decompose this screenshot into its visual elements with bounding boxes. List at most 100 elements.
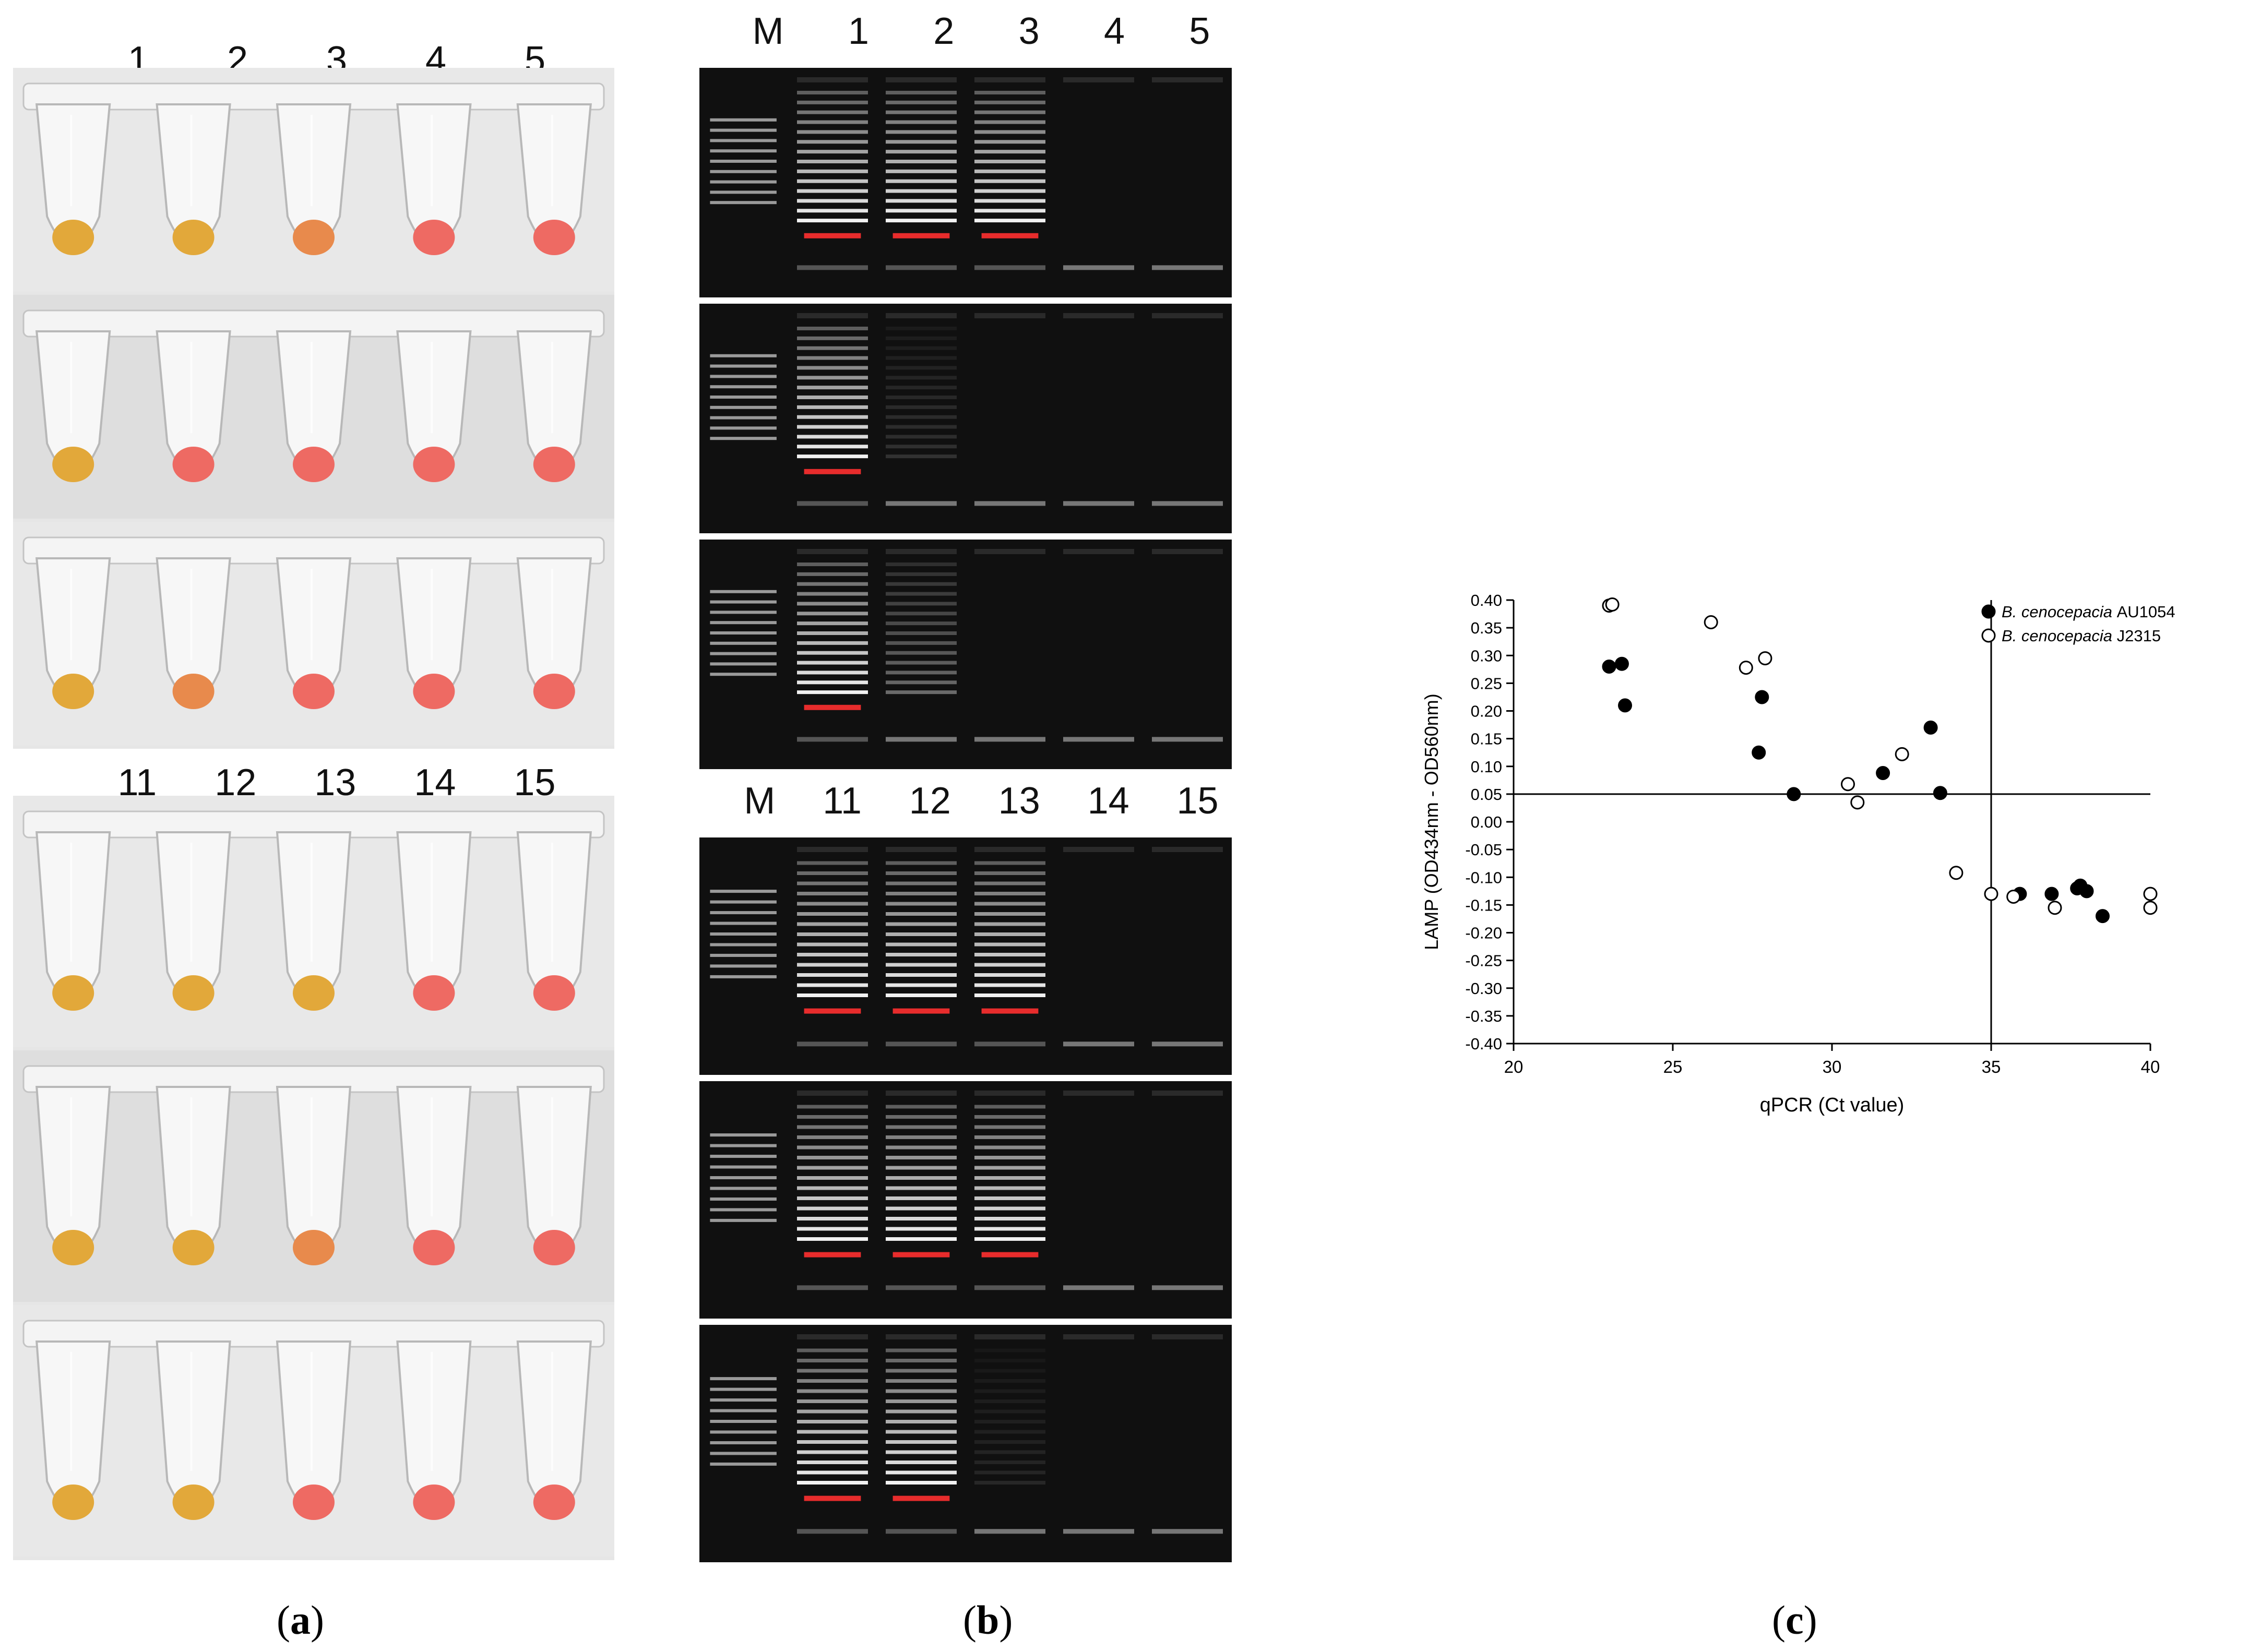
primer-dimer-band [886,265,957,270]
pcr-tube [156,557,231,709]
amplicon-band [797,1369,868,1373]
amplicon-band [797,1135,868,1139]
amplicon-band [797,1430,868,1434]
amplicon-band [886,861,957,865]
primer-dimer-band [797,265,868,270]
amplicon-band [797,356,868,360]
y-tick-label: 0.00 [1471,813,1502,831]
amplicon-band [974,160,1045,163]
amplicon-band [886,641,957,645]
data-point-au1054 [1755,690,1769,704]
amplicon-band [886,169,957,173]
amplicon-band [797,641,868,645]
panel-b-gels-top [699,68,1232,769]
amplicon-band [886,1481,957,1485]
amplicon-band [974,1196,1045,1200]
amplicon-band [886,1420,957,1423]
gel-well [974,1091,1045,1096]
amplicon-band [797,1176,868,1180]
amplicon-band [886,425,957,429]
primer-dimer-band [974,1529,1045,1534]
amplicon-band [797,661,868,665]
amplicon-band [886,1217,957,1220]
data-point-au1054 [1876,766,1890,780]
gel-image [699,1325,1232,1562]
gel-well [886,313,957,318]
saturated-band [893,1252,950,1258]
lane-label: 4 [1103,10,1125,52]
amplicon-band [974,219,1045,223]
pcr-tube [276,1086,352,1265]
pcr-tube [396,103,472,255]
data-point-j2315 [2143,887,2158,901]
tube-liquid [52,975,94,1011]
panel-a-top-photo [13,68,614,749]
y-tick-label: 0.40 [1471,591,1502,609]
amplicon-band [974,932,1045,936]
panel-a-bottom-photo [13,796,614,1560]
amplicon-band [797,651,868,655]
amplicon-band [797,602,868,606]
gel-well [886,549,957,554]
amplicon-band [886,130,957,134]
data-point-j2315 [1739,661,1753,675]
data-point-j2315 [1895,747,1909,761]
amplicon-band [797,1156,868,1159]
amplicon-band [797,435,868,439]
data-point-au1054 [1933,786,1947,800]
amplicon-band [797,366,868,370]
ladder-band [710,1176,777,1179]
legend-marker [1981,628,1996,643]
ladder-band [710,1155,777,1158]
gel-well [1063,549,1134,554]
saturated-band [981,1008,1039,1014]
primer-dimer-band [797,1285,868,1290]
amplicon-band [797,1105,868,1109]
amplicon-band [974,110,1045,114]
pcr-tube [396,1086,472,1265]
amplicon-band [974,902,1045,906]
panel-c-caption: (c) [1772,1597,1817,1643]
ladder-band [710,1377,777,1381]
ladder-band [710,160,777,163]
data-point-j2315 [2006,889,2021,904]
ladder-band [710,426,777,430]
amplicon-band [974,861,1045,865]
amplicon-band [886,366,957,370]
gel-well [797,313,868,318]
amplicon-band [886,582,957,586]
lane-label: 12 [909,780,951,822]
panel-a-caption: (a) [277,1597,324,1643]
gel-well [974,77,1045,82]
pcr-tube [35,330,111,482]
gel-well [886,847,957,852]
amplicon-band [974,1227,1045,1231]
primer-dimer-band [886,1285,957,1290]
amplicon-band [797,415,868,419]
ladder-band [710,354,777,357]
amplicon-band [886,219,957,223]
pcr-tube [276,330,352,482]
amplicon-band [974,1217,1045,1220]
pcr-tube [156,1086,231,1265]
amplicon-band [797,881,868,885]
amplicon-band [886,435,957,439]
gel-well [1152,549,1223,554]
gel-well [797,847,868,852]
amplicon-band [974,179,1045,183]
amplicon-band [886,1440,957,1444]
amplicon-band [886,953,957,956]
gel-well [797,1334,868,1339]
y-tick-label: -0.15 [1465,896,1502,914]
tube-liquid [413,447,455,482]
primer-dimer-band [1063,1042,1134,1047]
gel-well [1063,1334,1134,1339]
lane-label: 2 [933,10,955,52]
ladder-band [710,953,777,957]
amplicon-band [797,376,868,380]
primer-dimer-band [1152,501,1223,506]
data-point-j2315 [2143,901,2158,915]
amplicon-band [797,405,868,409]
amplicon-band [797,1237,868,1241]
